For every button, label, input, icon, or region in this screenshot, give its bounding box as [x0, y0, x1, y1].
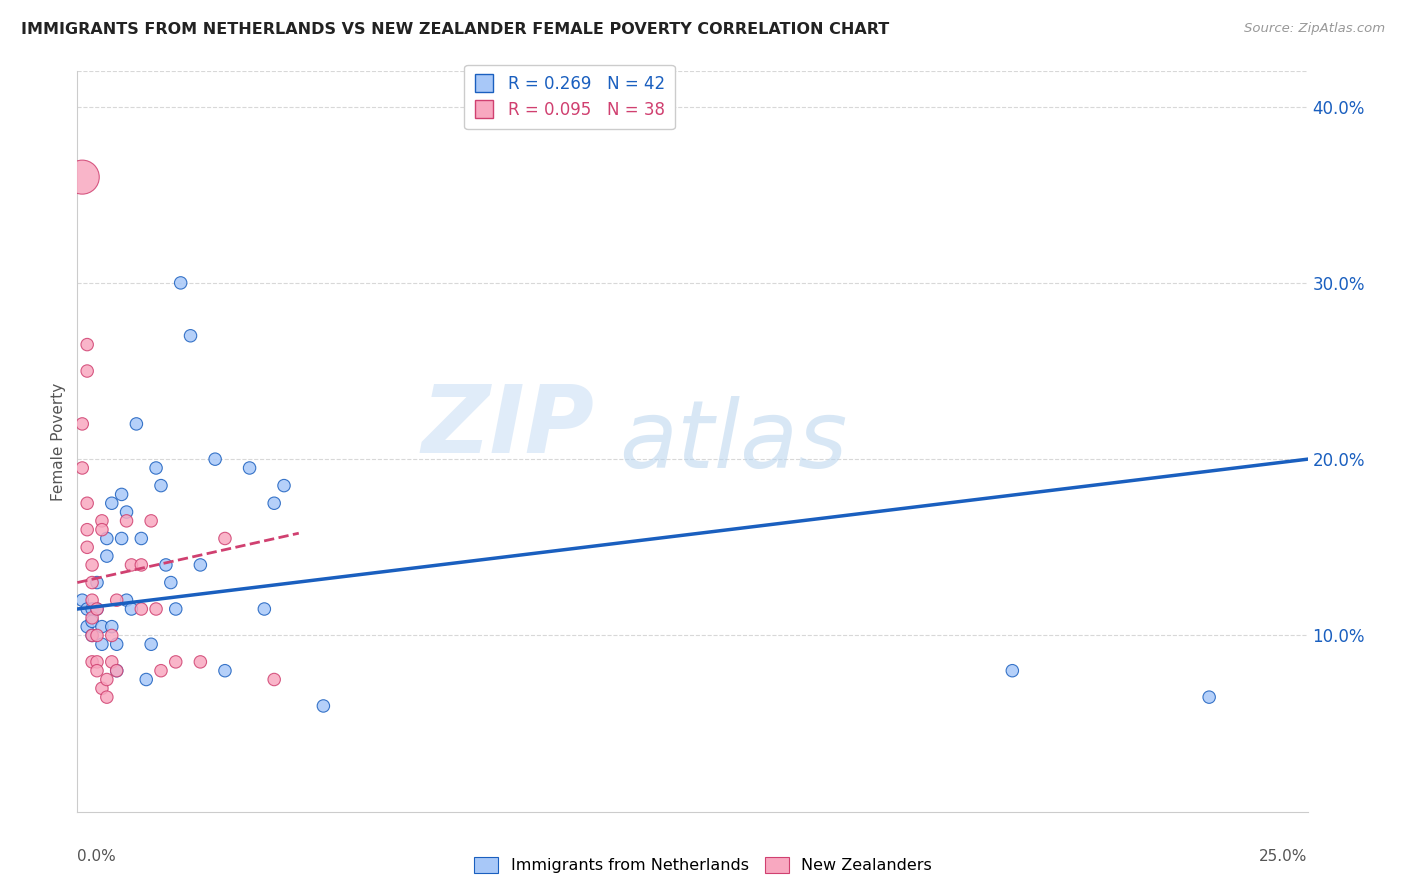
Point [129, 558, 153, 572]
Legend: Immigrants from Netherlands, New Zealanders: Immigrants from Netherlands, New Zealand… [468, 850, 938, 880]
Point [135, 673, 157, 687]
Point [239, 461, 262, 475]
Point [96, 532, 118, 546]
Point [101, 628, 124, 642]
Point [86, 664, 108, 678]
Point [82, 655, 104, 669]
Point [263, 673, 285, 687]
Point [96, 549, 118, 563]
Point [263, 496, 285, 510]
Point [214, 664, 236, 678]
Point [105, 637, 128, 651]
Point [214, 532, 236, 546]
Point [82, 628, 104, 642]
Point [86, 628, 108, 642]
Point [1198, 690, 1220, 705]
Point [96, 673, 118, 687]
Point [90, 681, 114, 696]
Point [204, 452, 226, 467]
Text: IMMIGRANTS FROM NETHERLANDS VS NEW ZEALANDER FEMALE POVERTY CORRELATION CHART: IMMIGRANTS FROM NETHERLANDS VS NEW ZEALA… [21, 22, 890, 37]
Point [115, 593, 138, 607]
Point [76, 364, 98, 378]
Text: Source: ZipAtlas.com: Source: ZipAtlas.com [1244, 22, 1385, 36]
Point [150, 478, 173, 492]
Point [170, 276, 193, 290]
Point [165, 602, 187, 616]
Text: 0.0%: 0.0% [77, 849, 117, 863]
Point [121, 602, 143, 616]
Point [76, 523, 98, 537]
Legend: R = 0.269   N = 42, R = 0.095   N = 38: R = 0.269 N = 42, R = 0.095 N = 38 [464, 65, 675, 129]
Point [86, 575, 108, 590]
Point [188, 558, 212, 572]
Point [86, 602, 108, 616]
Point [141, 514, 163, 528]
Point [101, 496, 124, 510]
Point [76, 337, 98, 351]
Point [90, 514, 114, 528]
Point [273, 478, 295, 492]
Point [70, 170, 93, 185]
Point [76, 496, 98, 510]
Point [86, 602, 108, 616]
Point [165, 655, 187, 669]
Point [82, 575, 104, 590]
Point [145, 461, 167, 475]
Point [141, 637, 163, 651]
Point [129, 532, 153, 546]
Point [82, 602, 104, 616]
Point [82, 611, 104, 625]
Point [105, 593, 128, 607]
Text: ZIP: ZIP [422, 381, 595, 473]
Point [70, 417, 93, 431]
Point [115, 505, 138, 519]
Point [121, 558, 143, 572]
Point [76, 619, 98, 633]
Point [253, 602, 276, 616]
Point [82, 593, 104, 607]
Point [115, 514, 138, 528]
Text: atlas: atlas [619, 396, 846, 487]
Point [82, 628, 104, 642]
Point [90, 523, 114, 537]
Point [111, 487, 132, 501]
Point [145, 602, 167, 616]
Point [1001, 664, 1024, 678]
Point [111, 532, 132, 546]
Point [312, 698, 335, 713]
Point [180, 328, 202, 343]
Point [70, 461, 93, 475]
Point [155, 558, 177, 572]
Point [101, 655, 124, 669]
Point [76, 541, 98, 555]
Point [82, 558, 104, 572]
Y-axis label: Female Poverty: Female Poverty [51, 383, 66, 500]
Point [90, 619, 114, 633]
Point [160, 575, 183, 590]
Point [101, 619, 124, 633]
Text: 25.0%: 25.0% [1260, 849, 1308, 863]
Point [82, 615, 104, 629]
Point [86, 655, 108, 669]
Point [129, 602, 153, 616]
Point [90, 637, 114, 651]
Point [105, 664, 128, 678]
Point [76, 602, 98, 616]
Point [150, 664, 173, 678]
Point [105, 664, 128, 678]
Point [96, 690, 118, 705]
Point [188, 655, 212, 669]
Point [125, 417, 148, 431]
Point [70, 593, 93, 607]
